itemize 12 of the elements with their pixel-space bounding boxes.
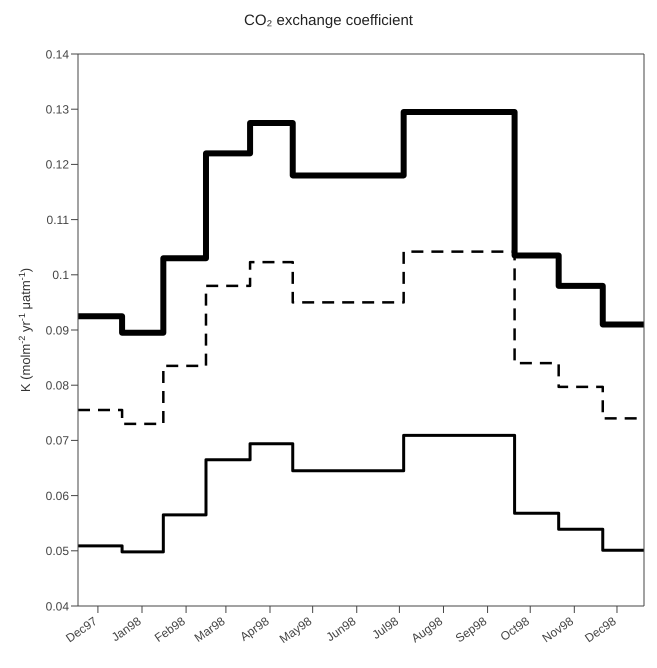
y-tick-label: 0.06: [46, 488, 70, 503]
y-tick-label: 0.05: [46, 544, 70, 558]
chart-title: CO₂ exchange coefficient: [243, 12, 414, 29]
y-tick-label: 0.12: [46, 158, 70, 172]
y-tick-label: 0.08: [46, 378, 70, 392]
y-tick-label: 0.14: [46, 47, 70, 62]
y-tick-label: 0.07: [46, 434, 70, 448]
y-tick-label: 0.04: [46, 599, 70, 614]
y-tick-label: 0.11: [46, 212, 70, 227]
y-tick-label: 0.13: [46, 102, 70, 116]
y-tick-label: 0.09: [46, 323, 70, 338]
y-tick-label: 0.1: [52, 268, 70, 282]
